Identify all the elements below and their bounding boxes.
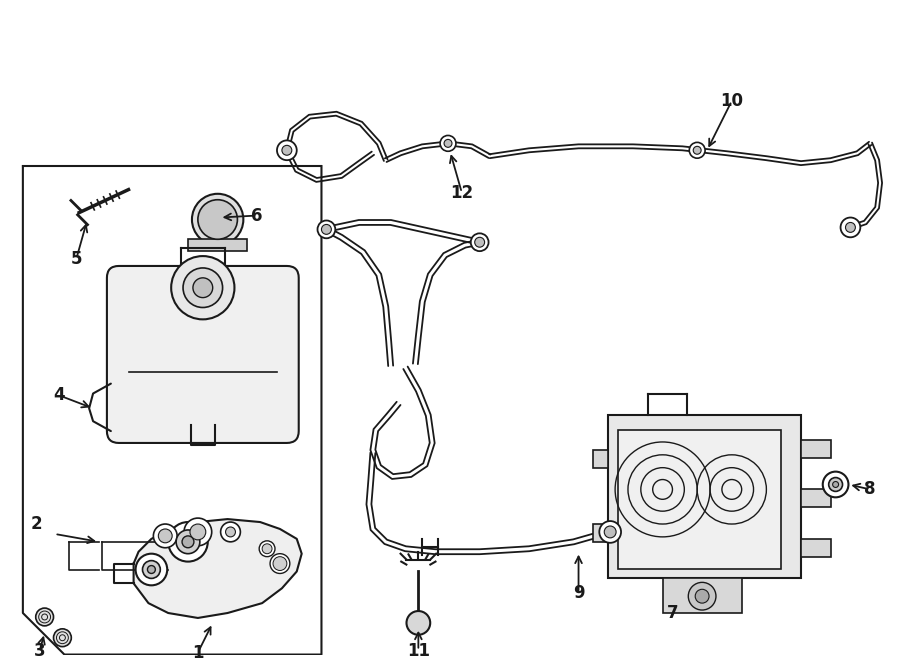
Circle shape [444, 140, 452, 148]
Text: 5: 5 [70, 250, 82, 268]
Circle shape [277, 140, 297, 160]
Circle shape [190, 524, 206, 540]
Circle shape [259, 541, 275, 557]
Circle shape [220, 522, 240, 542]
Bar [801, 539, 831, 557]
Text: 3: 3 [34, 641, 46, 659]
Text: 11: 11 [407, 641, 430, 659]
Bar [608, 415, 801, 579]
Text: 12: 12 [450, 184, 473, 202]
Bar [188, 239, 248, 251]
Circle shape [153, 524, 177, 547]
Circle shape [226, 527, 236, 537]
Circle shape [282, 146, 292, 155]
Circle shape [440, 136, 456, 152]
Text: 8: 8 [865, 481, 876, 498]
Text: 4: 4 [54, 387, 66, 404]
Circle shape [182, 536, 194, 547]
FancyBboxPatch shape [107, 266, 299, 443]
Circle shape [688, 583, 716, 610]
Circle shape [841, 218, 860, 237]
Circle shape [198, 200, 238, 239]
Circle shape [136, 553, 167, 585]
Polygon shape [133, 519, 302, 618]
Bar [593, 524, 608, 542]
Circle shape [183, 268, 222, 307]
Bar [618, 430, 781, 569]
Circle shape [270, 553, 290, 573]
Circle shape [832, 481, 839, 487]
Circle shape [262, 544, 272, 553]
Circle shape [599, 521, 621, 543]
Text: 7: 7 [667, 604, 679, 622]
Text: 1: 1 [192, 643, 203, 661]
Circle shape [193, 278, 212, 298]
Bar [662, 579, 742, 613]
Bar [801, 440, 831, 458]
Circle shape [168, 522, 208, 561]
Text: 2: 2 [31, 515, 42, 533]
Circle shape [184, 518, 212, 545]
Text: 6: 6 [251, 207, 263, 224]
Text: 9: 9 [572, 585, 584, 602]
Circle shape [829, 477, 842, 491]
Bar [593, 450, 608, 467]
Circle shape [407, 611, 430, 635]
Circle shape [823, 471, 849, 497]
Circle shape [474, 237, 484, 247]
Text: 10: 10 [720, 92, 743, 110]
Circle shape [695, 589, 709, 603]
Circle shape [142, 561, 160, 579]
Circle shape [471, 233, 489, 251]
Circle shape [321, 224, 331, 234]
Circle shape [273, 557, 287, 571]
Circle shape [845, 222, 855, 232]
Circle shape [192, 194, 243, 245]
Polygon shape [22, 166, 321, 655]
Circle shape [693, 146, 701, 154]
Bar [801, 489, 831, 507]
Circle shape [53, 629, 71, 647]
Circle shape [148, 565, 156, 573]
Circle shape [604, 526, 617, 538]
Circle shape [689, 142, 705, 158]
Circle shape [36, 608, 53, 626]
Circle shape [176, 530, 200, 553]
Circle shape [318, 220, 336, 238]
Circle shape [158, 529, 172, 543]
Circle shape [171, 256, 235, 319]
